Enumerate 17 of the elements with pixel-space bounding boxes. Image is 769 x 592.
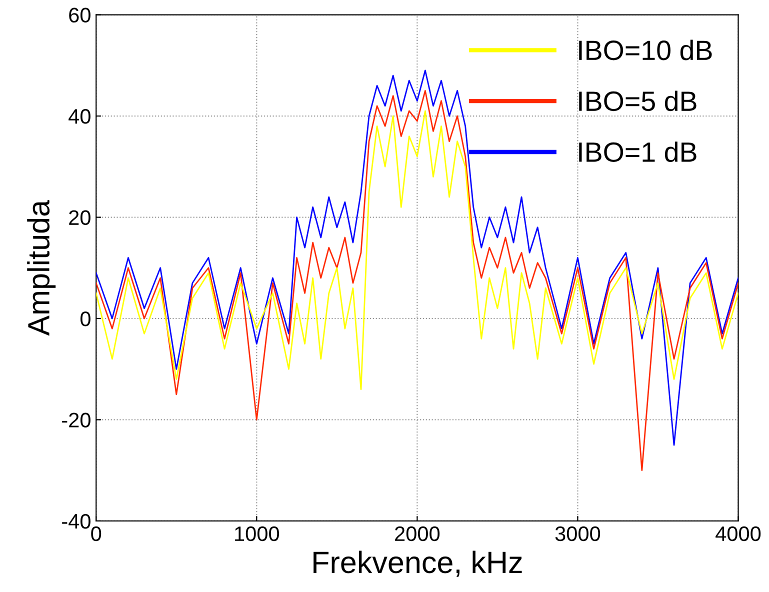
x-tick-label: 3000 — [555, 526, 600, 542]
y-tick-label: 40 — [68, 109, 90, 124]
legend-label: IBO=10 dB — [579, 40, 712, 60]
line-series — [96, 110, 738, 390]
y-tick-label: -40 — [62, 514, 90, 529]
legend-label: IBO=1 dB — [579, 142, 696, 162]
legend-label: IBO=5 dB — [579, 90, 696, 112]
y-axis-title: Amplituda — [27, 200, 56, 336]
y-tick-label: 20 — [69, 210, 90, 226]
x-tick-label: 0 — [91, 526, 102, 542]
x-tick-label: 4000 — [716, 526, 761, 542]
y-tick-label: 0 — [80, 311, 90, 326]
x-tick-label: 1000 — [235, 526, 280, 542]
x-axis-title: Frekvence, kHz — [314, 550, 522, 577]
y-tick-label: 60 — [69, 8, 90, 23]
y-tick-label: -20 — [62, 412, 90, 428]
x-tick-label: 2000 — [395, 526, 440, 542]
